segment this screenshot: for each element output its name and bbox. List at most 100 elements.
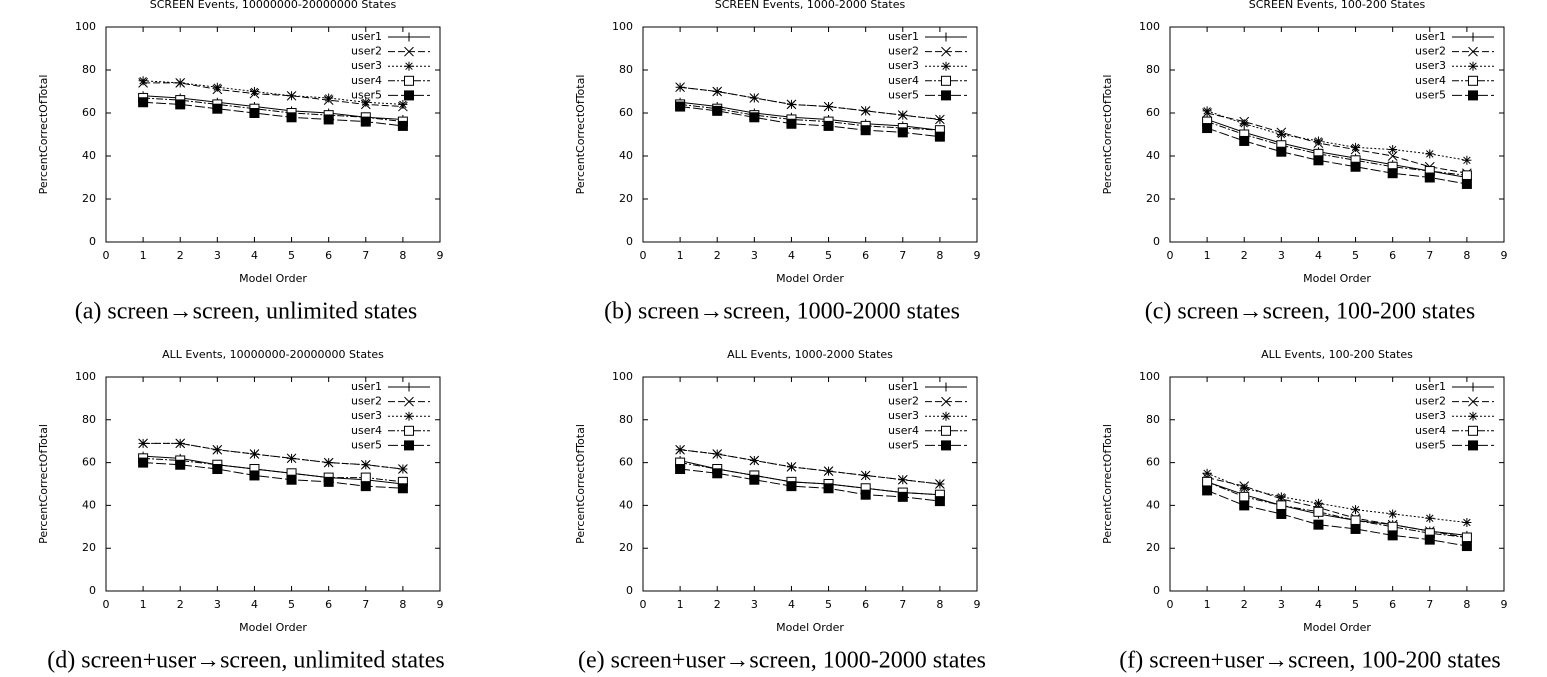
legend-marker [941,46,951,57]
y-tick-label: 0 [89,584,96,597]
legend-label: user4 [1415,74,1446,87]
x-tick-label: 2 [1241,598,1248,611]
chart-panel: ALL Events, 1000-2000 States Model Order P… [574,348,986,674]
y-tick-label: 60 [82,106,96,119]
series-line [680,449,940,485]
point-marker [361,97,371,107]
legend-marker [1468,382,1478,392]
x-tick-label: 8 [399,249,406,262]
x-tick-label: 5 [288,598,295,611]
point-marker [1462,155,1472,165]
x-tick-label: 6 [862,249,869,262]
legend-label: user1 [1415,380,1446,393]
x-tick-label: 1 [677,598,684,611]
chart-title: ALL Events, 100-200 States [1261,348,1413,361]
point-marker [1387,168,1398,179]
x-tick-label: 7 [1426,249,1433,262]
point-marker [1461,541,1472,552]
point-marker [675,101,686,112]
caption cap: (a) screen→screen, unlimited states [75,299,418,325]
x-tick-label: 7 [362,249,369,262]
chart-title: ALL Events, 10000000-20000000 States [162,348,384,361]
point-marker [212,445,222,455]
x-tick-label: 4 [1315,249,1322,262]
point-marker [1351,142,1361,152]
series-line [1206,112,1467,174]
x-tick-label: 9 [437,598,444,611]
y-axis-label: PercentCorrectOfTotal [574,424,587,544]
legend-label: user2 [351,45,382,58]
legend-marker [941,396,951,407]
x-axis-label: Model Order [239,621,307,634]
x-tick-label: 8 [936,249,943,262]
point-marker [138,438,148,448]
point-marker [1313,136,1323,146]
x-tick-label: 6 [325,598,332,611]
x-tick-label: 4 [251,598,258,611]
x-tick-label: 2 [177,598,184,611]
legend-marker [1468,411,1478,421]
series-line [680,101,940,131]
series-line [1206,489,1467,547]
point-marker [175,438,185,448]
y-tick-label: 100 [1139,20,1160,33]
point-marker [398,464,408,474]
point-marker [398,99,408,109]
point-marker [934,131,945,142]
x-tick-label: 9 [1501,249,1508,262]
y-tick-label: 40 [82,149,96,162]
legend-label: user5 [1415,438,1446,451]
x-tick-label: 3 [751,598,758,611]
x-axis-label: Model Order [239,272,307,285]
x-tick-label: 1 [1204,249,1211,262]
series-line [143,462,403,489]
point-marker [1350,523,1361,534]
legend-marker [1468,90,1478,101]
point-marker [861,470,871,480]
legend-marker [404,425,414,436]
point-marker [935,114,945,124]
point-marker [249,470,260,481]
y-tick-label: 20 [1146,192,1160,205]
point-marker [749,455,759,465]
y-tick-label: 100 [75,20,96,33]
x-tick-label: 0 [1167,598,1174,611]
point-marker [1387,521,1398,532]
x-tick-label: 2 [1241,249,1248,262]
x-tick-label: 6 [1389,249,1396,262]
point-marker [1424,534,1435,545]
y-tick-label: 0 [1153,235,1160,248]
legend-marker [941,61,951,71]
point-marker [675,445,685,455]
x-tick-label: 3 [214,249,221,262]
y-axis-label: PercentCorrectOfTotal [574,75,587,195]
y-tick-label: 0 [626,235,633,248]
legend-label: user5 [351,88,382,101]
point-marker [1461,178,1472,189]
x-tick-label: 9 [437,249,444,262]
point-marker [1202,468,1212,478]
legend-label: user1 [351,380,382,393]
point-marker [1239,483,1249,493]
point-marker [823,483,834,494]
series-line [680,86,940,120]
x-tick-label: 3 [214,598,221,611]
series-line [143,442,403,470]
caption cap: (e) screen+user→screen, 1000-2000 states [578,648,986,674]
point-marker [786,481,797,492]
point-marker [1276,508,1287,519]
chart-title: SCREEN Events, 100-200 States [1249,0,1426,11]
point-marker [1239,500,1250,511]
point-marker [1239,135,1250,146]
x-tick-label: 5 [825,249,832,262]
legend-marker [941,425,951,436]
x-tick-label: 8 [1463,249,1470,262]
point-marker [1276,146,1287,157]
point-marker [860,125,871,136]
chart-panel: SCREEN Events, 100-200 States Model Order… [1101,0,1508,325]
legend-marker [941,411,951,421]
legend-label: user1 [888,380,919,393]
point-marker [175,78,185,88]
chart-panel: SCREEN Events, 1000-2000 States Model Ord… [574,0,981,325]
